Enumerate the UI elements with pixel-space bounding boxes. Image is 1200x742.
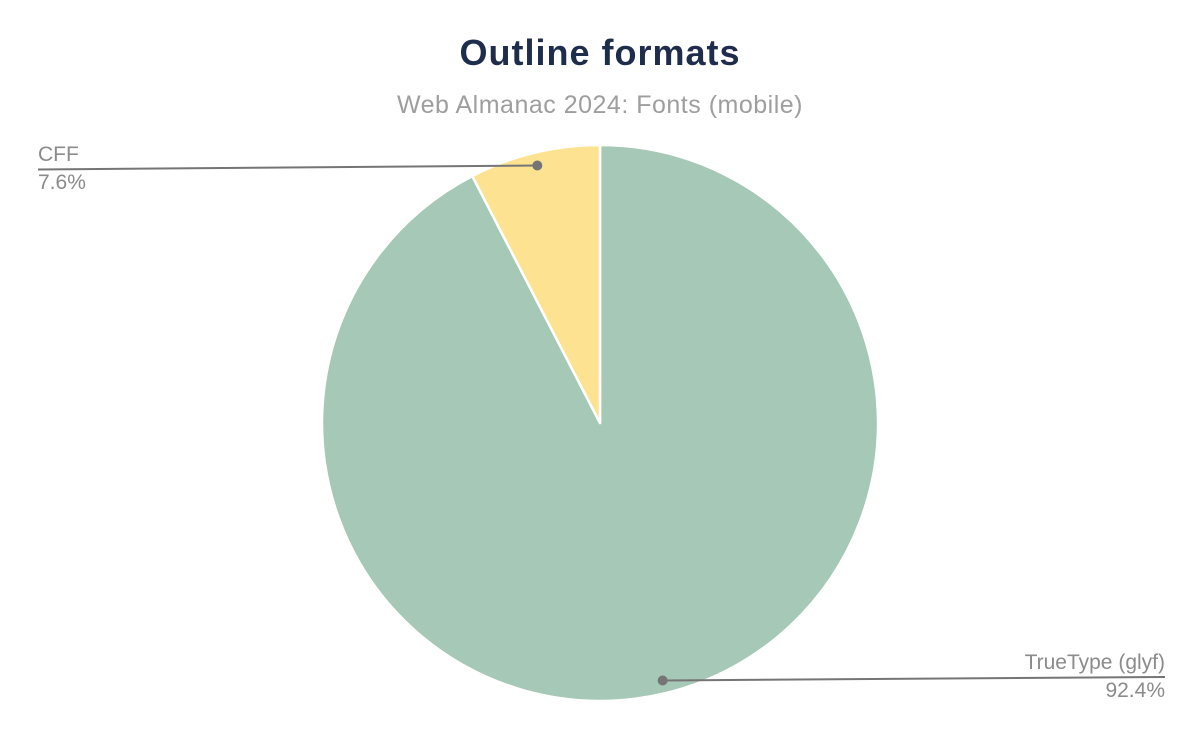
callout-dot-cff bbox=[532, 160, 543, 171]
pie-slice-cff[interactable] bbox=[470, 143, 602, 425]
callout-line-truetype-glyf bbox=[662, 676, 1166, 682]
callout-line-cff bbox=[37, 164, 538, 171]
callout-dot-truetype-glyf bbox=[657, 675, 668, 686]
chart-title: Outline formats bbox=[459, 32, 741, 73]
chart-subtitle: Web Almanac 2024: Fonts (mobile) bbox=[396, 91, 803, 119]
